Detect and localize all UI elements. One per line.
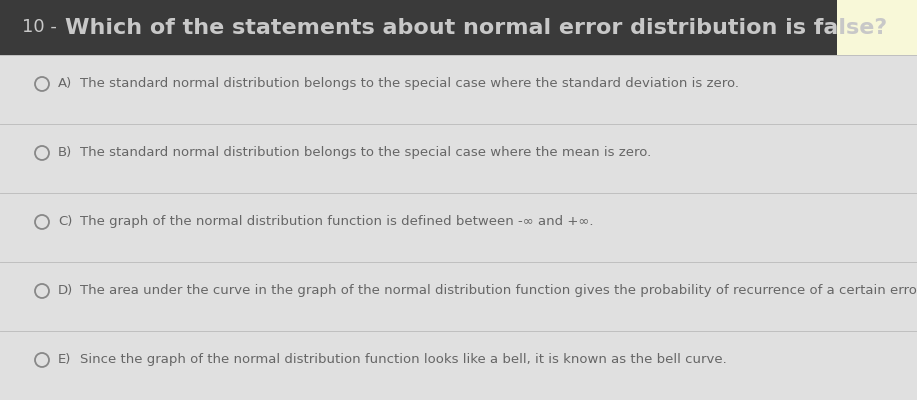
Text: D): D) — [58, 284, 73, 298]
Bar — [0, 0, 917, 55]
Text: E): E) — [58, 354, 72, 366]
Text: The standard normal distribution belongs to the special case where the mean is z: The standard normal distribution belongs… — [80, 146, 651, 160]
Text: A): A) — [58, 78, 72, 90]
Text: Since the graph of the normal distribution function looks like a bell, it is kno: Since the graph of the normal distributi… — [80, 354, 727, 366]
Text: The area under the curve in the graph of the normal distribution function gives : The area under the curve in the graph of… — [80, 284, 917, 298]
Text: B): B) — [58, 146, 72, 160]
Text: C): C) — [58, 216, 72, 228]
Bar — [837, 0, 917, 55]
Text: Which of the statements about normal error distribution is false?: Which of the statements about normal err… — [65, 18, 888, 38]
Text: The graph of the normal distribution function is defined between -∞ and +∞.: The graph of the normal distribution fun… — [80, 216, 593, 228]
Text: The standard normal distribution belongs to the special case where the standard : The standard normal distribution belongs… — [80, 78, 739, 90]
Text: 10 -: 10 - — [22, 18, 57, 36]
